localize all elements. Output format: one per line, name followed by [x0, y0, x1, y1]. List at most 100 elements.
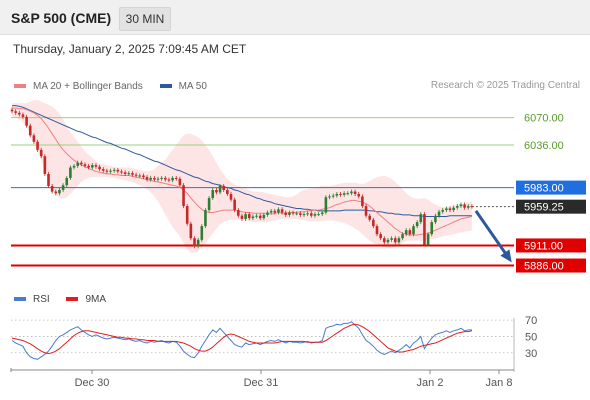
rsi-line — [11, 321, 472, 360]
candle-body — [69, 167, 72, 178]
candle-body — [288, 212, 291, 215]
candle-body — [204, 210, 207, 227]
forecast-arrow — [474, 210, 512, 261]
timeframe-button[interactable]: 30 MIN — [119, 7, 171, 31]
legend-swatch-9ma — [66, 297, 79, 301]
candle-body — [459, 204, 463, 207]
candle-body — [123, 172, 127, 174]
candle-body — [134, 174, 138, 176]
candle-body — [247, 214, 251, 219]
candle-body — [386, 239, 390, 243]
candle-body — [10, 109, 14, 112]
candle-body — [423, 214, 426, 245]
candle-body — [364, 206, 368, 216]
candle-body — [211, 190, 215, 199]
candle-body — [43, 156, 47, 174]
candle-body — [240, 215, 244, 219]
level-label-5: 5886.00 — [524, 261, 564, 273]
candle-body — [80, 162, 83, 165]
level-badge-3: 5959.25 — [516, 199, 586, 214]
legend-swatch-ma50 — [159, 84, 172, 88]
candle-body — [109, 170, 112, 172]
level-badge-bg — [516, 180, 586, 195]
ma50-line — [12, 105, 472, 217]
candle-body — [390, 238, 393, 240]
level-label-4: 5911.00 — [524, 240, 563, 252]
candle-body — [445, 208, 448, 211]
candle-body — [127, 173, 131, 175]
candle-body — [430, 222, 434, 235]
candle-body — [375, 226, 379, 235]
level-label-2: 5983.00 — [524, 183, 564, 195]
candle-body — [50, 185, 54, 192]
candle-body — [105, 170, 109, 172]
candle-body — [437, 211, 441, 216]
candle-body — [426, 234, 430, 245]
candle-body — [415, 222, 419, 227]
candle-body — [178, 178, 182, 186]
candle-body — [193, 238, 196, 247]
rsi-legend: RSI 9MA — [14, 293, 120, 305]
candle-body — [280, 209, 284, 213]
candle-body — [452, 207, 455, 211]
candle-body — [470, 206, 474, 208]
candle-body — [120, 171, 123, 173]
candle-body — [269, 210, 273, 213]
level-label-1: 6036.00 — [524, 140, 564, 152]
candle-body — [412, 226, 415, 235]
candle-body — [21, 114, 25, 117]
candle-body — [456, 206, 459, 208]
candle-body — [258, 215, 262, 219]
rsi-tick-label-2: 30 — [525, 348, 537, 360]
candle-body — [233, 199, 236, 211]
level-badge-5: 5886.00 — [516, 258, 586, 273]
candle-body — [419, 214, 423, 223]
candle-body — [295, 213, 298, 215]
candle-body — [317, 214, 320, 216]
candle-body — [277, 209, 280, 213]
candle-body — [54, 191, 58, 194]
legend-item-ma20-bollinger: MA 20 + Bollinger Bands — [14, 81, 143, 92]
candle-body — [14, 111, 17, 113]
candle-body — [379, 234, 382, 239]
candle-body — [302, 214, 306, 216]
candle-body — [101, 169, 105, 171]
rsi-9ma-line — [11, 323, 473, 355]
candle-body — [25, 116, 28, 126]
instrument-title: S&P 500 (CME) — [11, 10, 112, 26]
candle-body — [353, 191, 357, 195]
candle-body — [441, 210, 444, 212]
candle-body — [463, 204, 466, 208]
chart-header: S&P 500 (CME) 30 MIN — [0, 0, 590, 35]
legend-label-ma50: MA 50 — [178, 80, 207, 92]
candle-body — [306, 213, 309, 215]
candle-body — [237, 210, 240, 216]
candle-body — [39, 149, 43, 157]
candle-body — [47, 173, 50, 186]
candle-body — [262, 214, 266, 219]
candle-body — [207, 198, 211, 211]
candle-body — [266, 212, 269, 215]
level-label-0: 6070.00 — [524, 113, 564, 125]
candle-body — [361, 196, 364, 207]
legend-label-ma20: MA 20 + Bollinger Bands — [33, 80, 143, 92]
candle-body — [320, 212, 324, 215]
candle-body — [36, 141, 39, 150]
forecast-arrowhead — [500, 249, 512, 263]
candle-body — [404, 230, 408, 235]
candle-body — [335, 194, 339, 196]
candle-body — [313, 214, 317, 216]
level-badge-bg — [516, 199, 586, 214]
level-badge-4: 5911.00 — [516, 238, 586, 253]
level-badge-bg — [516, 258, 586, 273]
chart-timestamp: Thursday, January 2, 2025 7:09:45 AM CET — [13, 42, 247, 56]
candle-body — [182, 185, 185, 207]
candle-body — [189, 223, 193, 239]
candle-body — [251, 216, 255, 219]
x-tick-label-2: Jan 2 — [417, 377, 444, 389]
candle-body — [160, 177, 163, 179]
candle-body — [350, 191, 353, 194]
candle-body — [83, 164, 87, 166]
research-credit: Research © 2025 Trading Central — [430, 80, 580, 91]
